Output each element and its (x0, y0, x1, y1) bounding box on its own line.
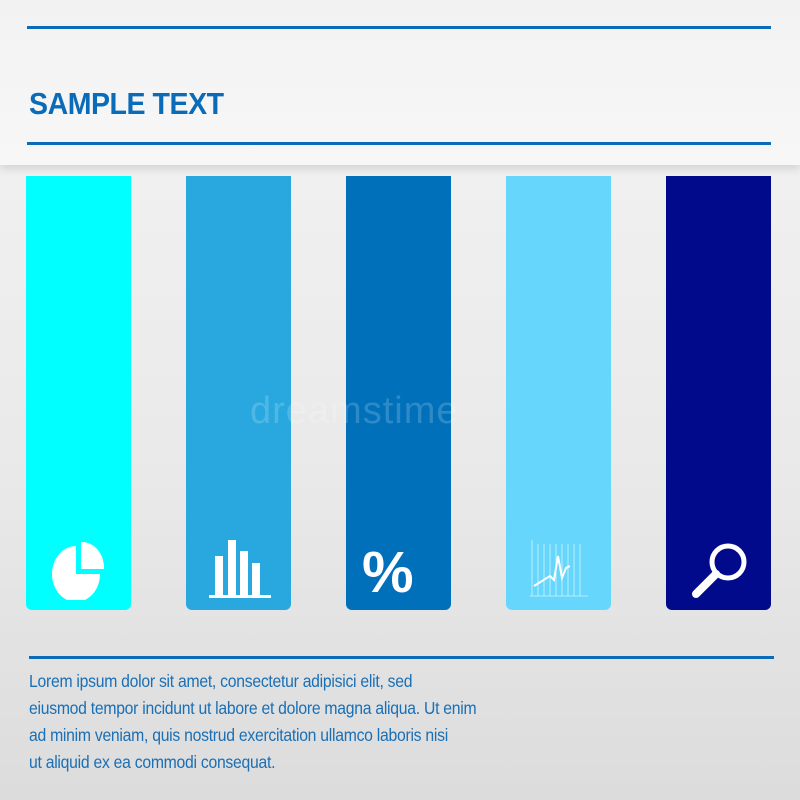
column-line (506, 176, 611, 610)
title-rule (27, 142, 771, 145)
body-line: Lorem ipsum dolor sit amet, consectetur … (29, 671, 413, 691)
pie-chart-icon (52, 541, 105, 600)
body-line: ad minim veniam, quis nostrud exercitati… (29, 725, 448, 745)
body-rule (29, 656, 774, 659)
watermark: dreamstime (250, 390, 459, 432)
column-search (666, 176, 771, 610)
percent-icon: % (362, 540, 414, 605)
column-pie (26, 176, 131, 610)
body-line: ut aliquid ex ea commodi consequat. (29, 752, 276, 772)
body-text: Lorem ipsum dolor sit amet, consectetur … (29, 668, 477, 776)
column-percent: % (346, 176, 451, 610)
header-band: SAMPLE TEXT (0, 0, 800, 165)
page-title: SAMPLE TEXT (29, 86, 224, 121)
magnifier-icon (692, 543, 747, 598)
column-bars (186, 176, 291, 610)
body-line: eiusmod tempor incidunt ut labore et dol… (29, 698, 477, 718)
bar-chart-icon (209, 540, 271, 598)
line-chart-icon (530, 540, 588, 597)
top-rule (27, 26, 771, 29)
